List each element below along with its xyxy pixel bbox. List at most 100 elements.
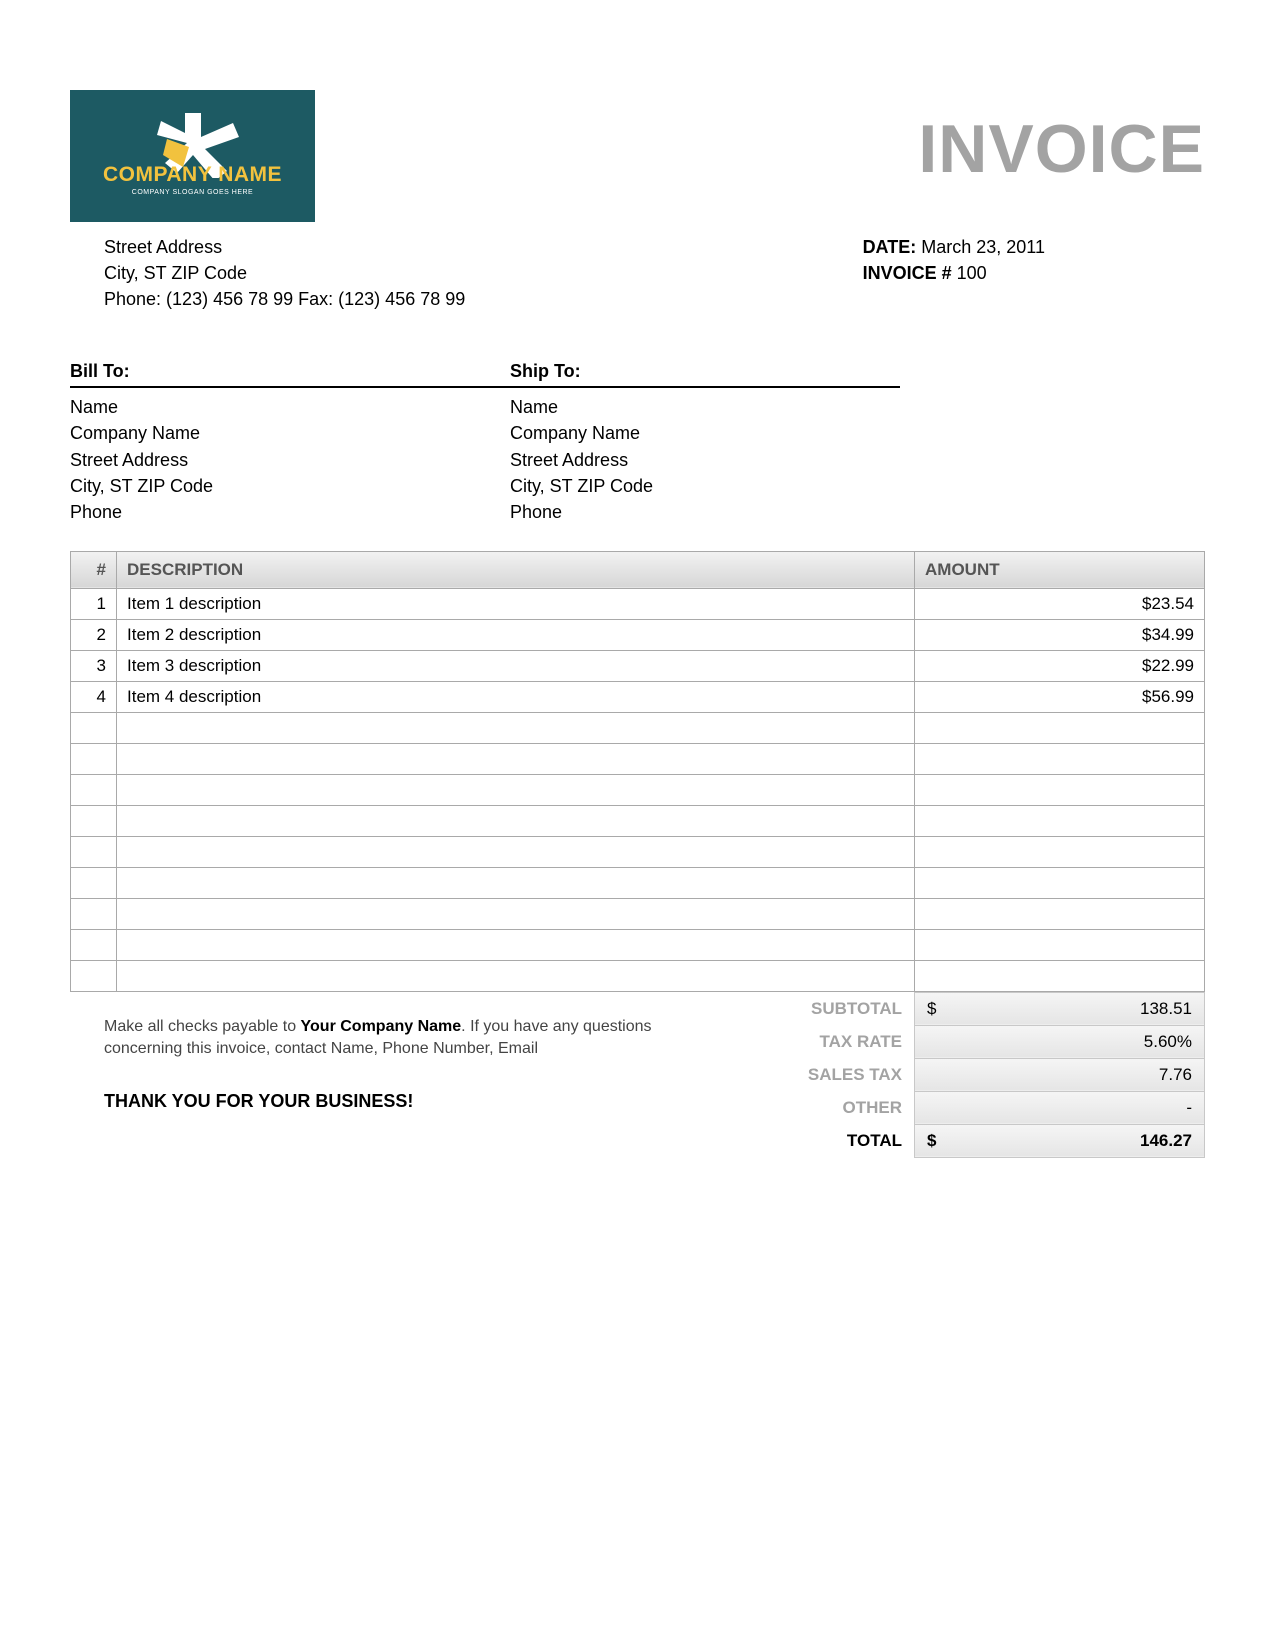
bill-to-line: Name xyxy=(70,394,510,420)
cell-number: 2 xyxy=(71,619,117,650)
company-street: Street Address xyxy=(104,234,465,260)
cell-description xyxy=(117,867,915,898)
ship-to-line: Street Address xyxy=(510,447,950,473)
bill-to-line: Company Name xyxy=(70,420,510,446)
bill-to-line: Phone xyxy=(70,499,510,525)
parties-row: Bill To: Name Company Name Street Addres… xyxy=(70,358,1205,525)
cell-description xyxy=(117,960,915,991)
date-label: DATE: xyxy=(863,237,917,257)
table-row xyxy=(71,743,1205,774)
cell-amount xyxy=(915,898,1205,929)
cell-amount: $34.99 xyxy=(915,619,1205,650)
cell-description xyxy=(117,929,915,960)
invoice-page: COMPANY NAME COMPANY SLOGAN GOES HERE IN… xyxy=(0,0,1275,1218)
cell-description xyxy=(117,743,915,774)
subtotal-symbol: $ xyxy=(915,992,955,1025)
table-row xyxy=(71,805,1205,836)
cell-number xyxy=(71,960,117,991)
cell-amount xyxy=(915,743,1205,774)
company-logo: COMPANY NAME COMPANY SLOGAN GOES HERE xyxy=(70,90,315,222)
company-address-block: Street Address City, ST ZIP Code Phone: … xyxy=(104,234,465,312)
bottom-block: SUBTOTAL $ 138.51 TAX RATE 5.60% SALES T… xyxy=(70,992,1205,1158)
tax-rate-value: 5.60% xyxy=(955,1025,1205,1058)
ship-to-line: Name xyxy=(510,394,950,420)
cell-number: 3 xyxy=(71,650,117,681)
table-row: 1Item 1 description$23.54 xyxy=(71,588,1205,619)
cell-amount xyxy=(915,774,1205,805)
invoice-number-value: 100 xyxy=(957,263,987,283)
bill-to-line: Street Address xyxy=(70,447,510,473)
meta-row: Street Address City, ST ZIP Code Phone: … xyxy=(70,234,1205,312)
cell-amount xyxy=(915,712,1205,743)
cell-description: Item 2 description xyxy=(117,619,915,650)
ship-to-line: Company Name xyxy=(510,420,950,446)
ship-to-line: Phone xyxy=(510,499,950,525)
table-row: 2Item 2 description$34.99 xyxy=(71,619,1205,650)
total-row: TOTAL $ 146.27 xyxy=(595,1124,1205,1157)
cell-description xyxy=(117,836,915,867)
col-header-amount: AMOUNT xyxy=(915,551,1205,588)
total-value: 146.27 xyxy=(955,1124,1205,1157)
bill-to-line: City, ST ZIP Code xyxy=(70,473,510,499)
company-city: City, ST ZIP Code xyxy=(104,260,465,286)
cell-number: 4 xyxy=(71,681,117,712)
ship-to-heading: Ship To: xyxy=(510,358,900,388)
cell-amount xyxy=(915,929,1205,960)
table-row xyxy=(71,960,1205,991)
logo-slogan: COMPANY SLOGAN GOES HERE xyxy=(70,189,315,196)
other-symbol xyxy=(915,1091,955,1124)
company-phone-fax: Phone: (123) 456 78 99 Fax: (123) 456 78… xyxy=(104,286,465,312)
date-value: March 23, 2011 xyxy=(921,237,1045,257)
cell-number xyxy=(71,898,117,929)
note-company-bold: Your Company Name xyxy=(301,1018,462,1035)
cell-description: Item 1 description xyxy=(117,588,915,619)
cell-number xyxy=(71,836,117,867)
ship-to-line: City, ST ZIP Code xyxy=(510,473,950,499)
logo-text-block: COMPANY NAME COMPANY SLOGAN GOES HERE xyxy=(70,163,315,196)
cell-number: 1 xyxy=(71,588,117,619)
cell-amount xyxy=(915,960,1205,991)
cell-amount xyxy=(915,867,1205,898)
sales-tax-value: 7.76 xyxy=(955,1058,1205,1091)
cell-amount xyxy=(915,805,1205,836)
bill-to-block: Bill To: Name Company Name Street Addres… xyxy=(70,358,510,525)
table-header-row: # DESCRIPTION AMOUNT xyxy=(71,551,1205,588)
total-symbol: $ xyxy=(915,1124,955,1157)
invoice-title: INVOICE xyxy=(918,110,1205,188)
table-row xyxy=(71,712,1205,743)
cell-number xyxy=(71,774,117,805)
ship-to-block: Ship To: Name Company Name Street Addres… xyxy=(510,358,950,525)
table-row xyxy=(71,898,1205,929)
note-prefix: Make all checks payable to xyxy=(104,1018,301,1035)
cell-number xyxy=(71,929,117,960)
total-label: TOTAL xyxy=(595,1124,915,1157)
cell-amount: $56.99 xyxy=(915,681,1205,712)
subtotal-value: 138.51 xyxy=(955,992,1205,1025)
table-row: 4Item 4 description$56.99 xyxy=(71,681,1205,712)
cell-number xyxy=(71,805,117,836)
cell-amount: $23.54 xyxy=(915,588,1205,619)
cell-description: Item 4 description xyxy=(117,681,915,712)
cell-amount xyxy=(915,836,1205,867)
logo-company-name: COMPANY NAME xyxy=(70,163,315,187)
line-items-table: # DESCRIPTION AMOUNT 1Item 1 description… xyxy=(70,551,1205,992)
table-row xyxy=(71,929,1205,960)
cell-description xyxy=(117,774,915,805)
cell-number xyxy=(71,743,117,774)
cell-description xyxy=(117,898,915,929)
table-row xyxy=(71,774,1205,805)
cell-description xyxy=(117,712,915,743)
col-header-description: DESCRIPTION xyxy=(117,551,915,588)
payment-note: Make all checks payable to Your Company … xyxy=(104,1016,704,1114)
header-row: COMPANY NAME COMPANY SLOGAN GOES HERE IN… xyxy=(70,90,1205,222)
sales-tax-symbol xyxy=(915,1058,955,1091)
cell-number xyxy=(71,712,117,743)
table-row xyxy=(71,867,1205,898)
cell-description: Item 3 description xyxy=(117,650,915,681)
bill-to-heading: Bill To: xyxy=(70,358,510,388)
cell-amount: $22.99 xyxy=(915,650,1205,681)
cell-description xyxy=(117,805,915,836)
cell-number xyxy=(71,867,117,898)
thank-you-line: THANK YOU FOR YOUR BUSINESS! xyxy=(104,1089,704,1114)
table-row xyxy=(71,836,1205,867)
